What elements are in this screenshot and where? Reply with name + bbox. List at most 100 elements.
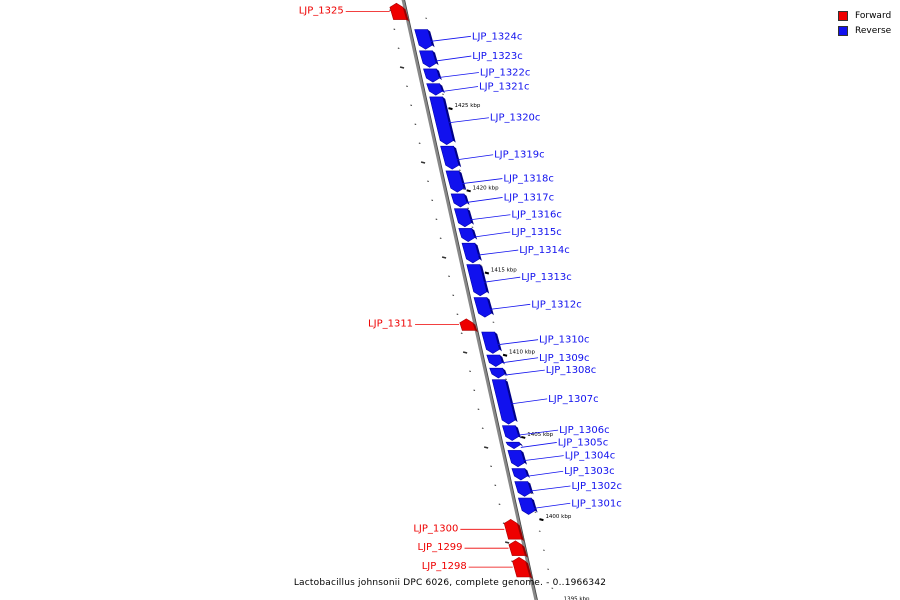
reverse-gene[interactable]: [429, 96, 454, 145]
reverse-gene[interactable]: [511, 468, 528, 481]
tick-mark: [406, 85, 408, 87]
reverse-gene[interactable]: [486, 354, 503, 367]
legend-item-forward: Forward: [838, 8, 891, 23]
kbp-label: 1405 kbp: [527, 432, 553, 438]
reverse-gene[interactable]: [461, 242, 480, 264]
gene-label: LJP_1312c: [531, 299, 582, 310]
tick-mark: [473, 389, 476, 391]
tick-mark: [498, 503, 501, 505]
gene-label: LJP_1324c: [472, 31, 523, 42]
gene-shading: [442, 96, 456, 143]
label-leader: [462, 178, 503, 184]
label-leader: [527, 470, 564, 477]
gene-shading: [531, 498, 538, 513]
reverse-gene[interactable]: [454, 208, 472, 228]
tick-mark: [551, 587, 554, 589]
gene-label: LJP_1303c: [564, 466, 615, 477]
forward-gene[interactable]: [512, 556, 531, 578]
tick-mark: [490, 465, 493, 467]
tick-mark: [462, 351, 468, 354]
gene-label: LJP_1313c: [521, 272, 572, 283]
gene-shading: [432, 50, 439, 66]
tick-mark: [393, 28, 396, 30]
tick-mark: [410, 104, 413, 106]
reverse-gene[interactable]: [505, 441, 521, 450]
label-leader: [530, 485, 571, 492]
kbp-tick: [502, 353, 508, 357]
tick-mark: [538, 530, 541, 532]
gene-shading: [517, 523, 524, 542]
gene-label: LJP_1314c: [519, 245, 570, 256]
genome-caption: Lactobacillus johnsonii DPC 6026, comple…: [293, 578, 607, 588]
reverse-gene[interactable]: [419, 50, 437, 68]
kbp-label: 1400 kbp: [545, 514, 571, 520]
kbp-tick: [466, 189, 471, 193]
tick-mark: [469, 370, 471, 372]
tick-mark: [442, 93, 444, 95]
label-leader: [490, 303, 531, 310]
tick-mark: [414, 123, 417, 125]
gene-shading: [505, 379, 518, 423]
label-leader: [435, 55, 472, 62]
reverse-gene[interactable]: [481, 331, 500, 354]
label-leader: [438, 72, 479, 78]
tick-mark: [418, 142, 421, 144]
label-leader: [478, 249, 519, 256]
reverse-gene[interactable]: [414, 29, 433, 50]
kbp-label: 1425 kbp: [454, 103, 480, 109]
gene-label: LJP_1300: [413, 523, 458, 534]
gene-label: LJP_1320c: [490, 113, 541, 124]
gene-label: LJP_1322c: [480, 67, 531, 78]
reverse-swatch: [838, 25, 848, 36]
reverse-gene[interactable]: [501, 425, 520, 441]
reverse-gene[interactable]: [489, 367, 506, 379]
label-leader: [520, 442, 557, 448]
gene-shading: [453, 146, 462, 168]
gene-shading: [525, 561, 533, 579]
tick-mark: [534, 511, 537, 513]
tick-mark: [463, 188, 465, 190]
gene-shading: [520, 450, 527, 465]
gene-shading: [487, 297, 494, 316]
label-leader: [474, 231, 511, 238]
label-leader: [498, 339, 539, 346]
reverse-gene[interactable]: [514, 481, 532, 497]
gene-label: LJP_1317c: [504, 192, 554, 203]
label-leader: [511, 398, 548, 405]
reverse-gene[interactable]: [445, 170, 465, 193]
reverse-gene[interactable]: [450, 193, 468, 208]
gene-shading: [467, 208, 474, 225]
tick-mark: [477, 408, 480, 410]
gene-shading: [499, 355, 505, 365]
reverse-gene[interactable]: [440, 145, 460, 170]
gene-shading: [459, 170, 467, 191]
forward-gene[interactable]: [503, 519, 522, 540]
label-leader: [457, 154, 494, 161]
label-leader: [534, 502, 571, 509]
reverse-gene[interactable]: [517, 497, 536, 515]
tick-mark: [505, 378, 507, 380]
tick-mark: [420, 161, 426, 164]
tick-mark: [427, 180, 429, 182]
reverse-gene[interactable]: [473, 297, 492, 318]
legend-item-reverse: Reverse: [838, 23, 891, 38]
tick-mark: [547, 568, 550, 570]
reverse-gene[interactable]: [423, 68, 440, 83]
kbp-scale: 1425 kbp 1420 kbp 1415 kbp 1410 kbp 1405 kbp…: [448, 103, 590, 600]
reverse-gene[interactable]: [507, 450, 525, 468]
reverse-gene[interactable]: [466, 264, 488, 297]
tick-mark: [481, 427, 484, 429]
gene-shading: [479, 264, 490, 294]
gene-shading: [502, 368, 508, 376]
kbp-label: 1410 kbp: [509, 350, 535, 356]
reverse-gene[interactable]: [491, 379, 516, 425]
kbp-tick: [448, 107, 453, 111]
reverse-gene[interactable]: [426, 83, 443, 96]
gene-label: LJP_1305c: [558, 437, 609, 448]
tick-mark: [494, 484, 497, 486]
tick-mark: [435, 218, 438, 220]
reverse-gene[interactable]: [458, 228, 476, 242]
gene-shading: [439, 83, 445, 94]
genome-backbone: [401, 0, 538, 600]
